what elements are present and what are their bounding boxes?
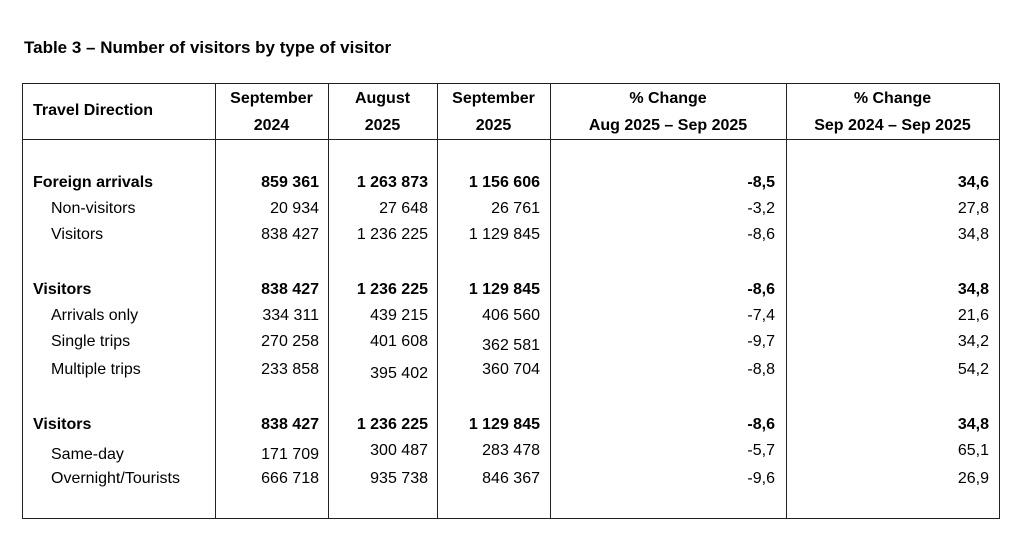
cell-change-mom: -5,7 <box>747 442 775 459</box>
column-divider <box>786 84 787 518</box>
cell-change-yoy: 34,8 <box>957 281 989 298</box>
header-change-mom-line2: Aug 2025 – Sep 2025 <box>588 117 748 134</box>
cell-sep2025: 1 129 845 <box>468 226 540 243</box>
cell-aug2025: 1 236 225 <box>356 281 428 298</box>
row-label: Visitors <box>33 281 92 298</box>
header-aug2025-line2: 2025 <box>364 117 401 134</box>
cell-aug2025: 401 608 <box>370 333 428 350</box>
cell-change-mom: -7,4 <box>747 307 775 324</box>
visitors-table: Travel Direction September 2024 August 2… <box>22 83 1000 519</box>
cell-sep2024: 20 934 <box>270 200 319 217</box>
cell-sep2024: 838 427 <box>261 226 319 243</box>
header-change-yoy-line1: % Change <box>853 90 932 107</box>
cell-aug2025: 300 487 <box>370 442 428 459</box>
cell-change-yoy: 21,6 <box>957 307 989 324</box>
cell-change-mom: -8,6 <box>747 416 775 433</box>
cell-change-yoy: 34,6 <box>957 174 989 191</box>
cell-sep2025: 1 129 845 <box>468 416 540 433</box>
header-aug2025-line1: August <box>354 90 411 107</box>
cell-sep2024: 838 427 <box>261 416 319 433</box>
header-change-mom-line1: % Change <box>629 90 707 107</box>
cell-aug2025: 1 236 225 <box>356 226 428 243</box>
cell-aug2025: 1 236 225 <box>356 416 428 433</box>
header-sep2025-line2: 2025 <box>475 117 512 134</box>
header-travel-direction: Travel Direction <box>33 102 154 119</box>
cell-sep2024: 838 427 <box>261 281 319 298</box>
row-label: Multiple trips <box>51 361 141 378</box>
cell-sep2024: 233 858 <box>261 361 319 378</box>
cell-change-yoy: 54,2 <box>957 361 989 378</box>
cell-change-mom: -9,6 <box>747 470 775 487</box>
cell-aug2025: 439 215 <box>370 307 428 324</box>
column-divider <box>437 84 438 518</box>
cell-sep2025: 1 156 606 <box>468 174 540 191</box>
cell-sep2024: 270 258 <box>261 333 319 350</box>
cell-sep2025: 362 581 <box>482 337 540 354</box>
cell-sep2024: 334 311 <box>262 307 319 324</box>
cell-sep2025: 283 478 <box>482 442 540 459</box>
table-caption: Table 3 – Number of visitors by type of … <box>24 38 392 57</box>
cell-sep2025: 26 761 <box>491 200 540 217</box>
cell-change-mom: -8,8 <box>747 361 775 378</box>
cell-sep2025: 846 367 <box>482 470 540 487</box>
column-divider <box>328 84 329 518</box>
cell-change-yoy: 65,1 <box>957 442 989 459</box>
cell-change-yoy: 26,9 <box>957 470 989 487</box>
cell-change-mom: -8,6 <box>747 281 775 298</box>
cell-aug2025: 395 402 <box>370 365 428 382</box>
cell-sep2025: 1 129 845 <box>468 281 540 298</box>
cell-change-yoy: 27,8 <box>957 200 989 217</box>
cell-change-yoy: 34,8 <box>957 416 989 433</box>
row-label: Visitors <box>51 226 104 243</box>
row-label: Visitors <box>33 416 92 433</box>
column-divider <box>215 84 216 518</box>
cell-sep2024: 666 718 <box>261 470 319 487</box>
header-sep2025-line1: September <box>452 90 535 107</box>
header-sep2024-line2: 2024 <box>253 117 290 134</box>
cell-change-yoy: 34,8 <box>957 226 989 243</box>
row-label: Overnight/Tourists <box>51 470 180 487</box>
cell-aug2025: 935 738 <box>370 470 428 487</box>
cell-change-mom: -8,6 <box>747 226 775 243</box>
cell-sep2024: 171 709 <box>261 446 319 463</box>
row-label: Single trips <box>51 333 131 350</box>
cell-sep2024: 859 361 <box>261 174 319 191</box>
cell-aug2025: 27 648 <box>379 200 428 217</box>
cell-sep2025: 360 704 <box>482 361 540 378</box>
header-change-yoy-line2: Sep 2024 – Sep 2025 <box>814 117 971 134</box>
cell-change-mom: -3,2 <box>747 200 775 217</box>
header-divider <box>23 139 999 140</box>
cell-sep2025: 406 560 <box>482 307 540 324</box>
row-label: Foreign arrivals <box>33 174 154 191</box>
cell-change-mom: -9,7 <box>747 333 775 350</box>
row-label: Arrivals only <box>51 307 139 324</box>
row-label: Same-day <box>51 446 124 463</box>
cell-change-mom: -8,5 <box>747 174 775 191</box>
cell-change-yoy: 34,2 <box>957 333 989 350</box>
cell-aug2025: 1 263 873 <box>356 174 428 191</box>
header-sep2024-line1: September <box>230 90 313 107</box>
column-divider <box>550 84 551 518</box>
row-label: Non-visitors <box>51 200 136 217</box>
